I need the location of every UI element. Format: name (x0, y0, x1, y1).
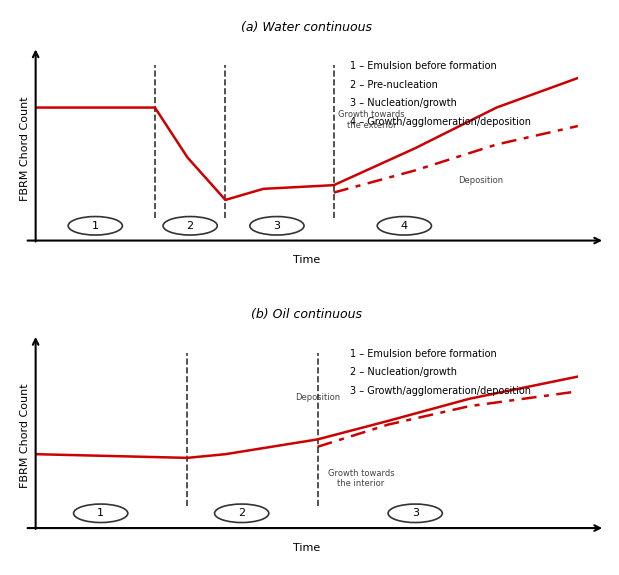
Text: 3: 3 (412, 508, 418, 518)
Circle shape (250, 217, 304, 235)
Text: Time: Time (293, 255, 321, 265)
Circle shape (74, 504, 128, 523)
Circle shape (215, 504, 269, 523)
Text: 1 – Emulsion before formation: 1 – Emulsion before formation (350, 62, 497, 71)
Text: FBRM Chord Count: FBRM Chord Count (20, 384, 30, 488)
Text: 2 – Nucleation/growth: 2 – Nucleation/growth (350, 367, 457, 377)
Text: 3 – Growth/agglomeration/deposition: 3 – Growth/agglomeration/deposition (350, 386, 531, 396)
Circle shape (163, 217, 217, 235)
Text: 4 – Growth/agglomeration/deposition: 4 – Growth/agglomeration/deposition (350, 117, 531, 127)
Text: 2: 2 (186, 221, 194, 231)
Title: (a) Water continuous: (a) Water continuous (241, 21, 372, 34)
Text: Growth towards
the interior: Growth towards the interior (327, 469, 394, 488)
Title: (b) Oil continuous: (b) Oil continuous (251, 308, 362, 321)
Text: 1 – Emulsion before formation: 1 – Emulsion before formation (350, 349, 497, 359)
Text: 2 – Pre-nucleation: 2 – Pre-nucleation (350, 80, 438, 90)
Circle shape (68, 217, 123, 235)
Text: Deposition: Deposition (457, 176, 503, 185)
Text: 1: 1 (92, 221, 99, 231)
Circle shape (377, 217, 431, 235)
Circle shape (388, 504, 443, 523)
Text: 3 – Nucleation/growth: 3 – Nucleation/growth (350, 98, 457, 108)
Text: 4: 4 (400, 221, 408, 231)
Text: 3: 3 (274, 221, 280, 231)
Text: Deposition: Deposition (295, 393, 340, 402)
Text: Time: Time (293, 543, 321, 553)
Text: Growth towards
the exterior: Growth towards the exterior (339, 110, 405, 130)
Text: 1: 1 (97, 508, 104, 518)
Text: FBRM Chord Count: FBRM Chord Count (20, 96, 30, 201)
Text: 2: 2 (238, 508, 245, 518)
